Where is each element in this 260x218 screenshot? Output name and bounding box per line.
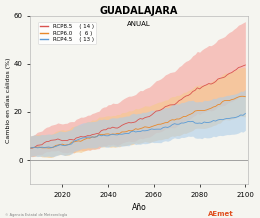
Text: AEmet: AEmet [208,211,234,217]
Title: GUADALAJARA: GUADALAJARA [100,5,178,15]
X-axis label: Año: Año [132,203,146,213]
Y-axis label: Cambio en días cálidos (%): Cambio en días cálidos (%) [5,57,11,143]
Text: ANUAL: ANUAL [127,21,151,27]
Text: © Agencia Estatal de Meteorología: © Agencia Estatal de Meteorología [5,213,67,217]
Legend: RCP8.5    ( 14 ), RCP6.0    (  6 ), RCP4.5    ( 13 ): RCP8.5 ( 14 ), RCP6.0 ( 6 ), RCP4.5 ( 13… [38,22,96,44]
